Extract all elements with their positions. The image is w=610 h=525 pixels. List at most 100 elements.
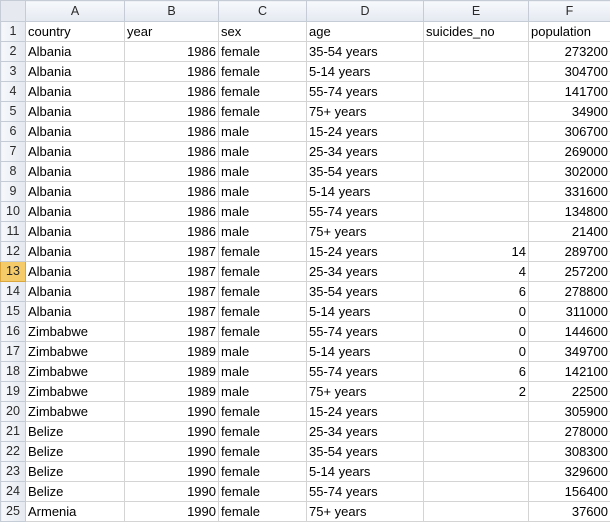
row-number[interactable]: 12	[0, 241, 26, 262]
cell-population[interactable]: 142100	[528, 361, 610, 382]
column-header-b[interactable]: B	[124, 0, 219, 22]
cell-age[interactable]: 55-74 years	[306, 481, 424, 502]
cell-age[interactable]: 35-54 years	[306, 281, 424, 302]
cell-population[interactable]: 305900	[528, 401, 610, 422]
cell-country[interactable]: Belize	[25, 441, 125, 462]
cell-suicides-no[interactable]	[423, 481, 529, 502]
cell-population[interactable]: 144600	[528, 321, 610, 342]
cell-country[interactable]: Zimbabwe	[25, 361, 125, 382]
cell-age[interactable]: 5-14 years	[306, 461, 424, 482]
row-number[interactable]: 6	[0, 121, 26, 142]
cell-year[interactable]: 1986	[124, 161, 219, 182]
cell-country[interactable]: Albania	[25, 141, 125, 162]
cell-population[interactable]: 329600	[528, 461, 610, 482]
cell-year[interactable]: 1989	[124, 361, 219, 382]
cell-age[interactable]: 5-14 years	[306, 61, 424, 82]
cell-suicides-no[interactable]	[423, 461, 529, 482]
cell-population[interactable]: 22500	[528, 381, 610, 402]
cell-country[interactable]: Albania	[25, 221, 125, 242]
row-number[interactable]: 4	[0, 81, 26, 102]
cell-sex[interactable]: male	[218, 341, 307, 362]
cell-country[interactable]: Zimbabwe	[25, 321, 125, 342]
cell-sex[interactable]: female	[218, 61, 307, 82]
cell-age[interactable]: 75+ years	[306, 101, 424, 122]
cell-suicides-no[interactable]	[423, 141, 529, 162]
cell-sex[interactable]: male	[218, 181, 307, 202]
cell-sex[interactable]: male	[218, 121, 307, 142]
cell-age[interactable]: 75+ years	[306, 501, 424, 522]
cell-population[interactable]: 302000	[528, 161, 610, 182]
cell-year[interactable]: 1990	[124, 421, 219, 442]
cell-population[interactable]: 37600	[528, 501, 610, 522]
cell-sex[interactable]: male	[218, 141, 307, 162]
cell-sex[interactable]: male	[218, 161, 307, 182]
cell-year[interactable]: 1987	[124, 281, 219, 302]
row-number[interactable]: 9	[0, 181, 26, 202]
cell-sex[interactable]: female	[218, 441, 307, 462]
cell-sex[interactable]: male	[218, 221, 307, 242]
cell-suicides-no[interactable]: 0	[423, 341, 529, 362]
cell-country[interactable]: Albania	[25, 61, 125, 82]
cell-suicides-no[interactable]	[423, 121, 529, 142]
cell-population[interactable]: 278800	[528, 281, 610, 302]
cell-sex[interactable]: female	[218, 481, 307, 502]
row-number[interactable]: 25	[0, 501, 26, 522]
cell-age[interactable]: 35-54 years	[306, 441, 424, 462]
cell-age[interactable]: 75+ years	[306, 221, 424, 242]
cell-year[interactable]: 1986	[124, 81, 219, 102]
cell-sex[interactable]: female	[218, 261, 307, 282]
cell-age[interactable]: 15-24 years	[306, 121, 424, 142]
cell-year[interactable]: 1987	[124, 261, 219, 282]
row-number[interactable]: 19	[0, 381, 26, 402]
row-number[interactable]: 3	[0, 61, 26, 82]
cell-age[interactable]: 25-34 years	[306, 141, 424, 162]
cell-sex[interactable]: female	[218, 401, 307, 422]
cell-country[interactable]: Albania	[25, 201, 125, 222]
cell-suicides-no[interactable]: 6	[423, 361, 529, 382]
row-number[interactable]: 22	[0, 441, 26, 462]
cell-year[interactable]: 1986	[124, 181, 219, 202]
row-number[interactable]: 2	[0, 41, 26, 62]
cell-year[interactable]: 1990	[124, 441, 219, 462]
cell-population[interactable]: 289700	[528, 241, 610, 262]
cell-age[interactable]: 35-54 years	[306, 41, 424, 62]
cell-age[interactable]: 55-74 years	[306, 321, 424, 342]
row-number[interactable]: 10	[0, 201, 26, 222]
cell-population[interactable]: 134800	[528, 201, 610, 222]
cell-sex[interactable]: male	[218, 381, 307, 402]
cell-suicides-no[interactable]	[423, 501, 529, 522]
cell-suicides-no[interactable]: 14	[423, 241, 529, 262]
row-number[interactable]: 21	[0, 421, 26, 442]
cell-year[interactable]: year	[124, 21, 219, 42]
cell-suicides-no[interactable]	[423, 201, 529, 222]
cell-population[interactable]: 156400	[528, 481, 610, 502]
cell-country[interactable]: Albania	[25, 301, 125, 322]
cell-suicides-no[interactable]	[423, 401, 529, 422]
cell-population[interactable]: 269000	[528, 141, 610, 162]
cell-country[interactable]: Zimbabwe	[25, 401, 125, 422]
column-header-f[interactable]: F	[528, 0, 610, 22]
cell-population[interactable]: 278000	[528, 421, 610, 442]
cell-suicides-no[interactable]	[423, 441, 529, 462]
cell-population[interactable]: 273200	[528, 41, 610, 62]
cell-country[interactable]: Albania	[25, 121, 125, 142]
cell-suicides-no[interactable]	[423, 61, 529, 82]
cell-age[interactable]: 15-24 years	[306, 401, 424, 422]
cell-year[interactable]: 1986	[124, 61, 219, 82]
cell-year[interactable]: 1986	[124, 121, 219, 142]
cell-year[interactable]: 1986	[124, 41, 219, 62]
cell-age[interactable]: 55-74 years	[306, 81, 424, 102]
cell-country[interactable]: Belize	[25, 421, 125, 442]
cell-population[interactable]: 141700	[528, 81, 610, 102]
cell-sex[interactable]: female	[218, 81, 307, 102]
column-header-d[interactable]: D	[306, 0, 424, 22]
cell-population[interactable]: population	[528, 21, 610, 42]
cell-country[interactable]: Belize	[25, 481, 125, 502]
cell-year[interactable]: 1989	[124, 381, 219, 402]
cell-age[interactable]: 55-74 years	[306, 361, 424, 382]
cell-sex[interactable]: female	[218, 421, 307, 442]
row-number[interactable]: 18	[0, 361, 26, 382]
cell-year[interactable]: 1987	[124, 301, 219, 322]
cell-suicides-no[interactable]	[423, 181, 529, 202]
cell-age[interactable]: 55-74 years	[306, 201, 424, 222]
